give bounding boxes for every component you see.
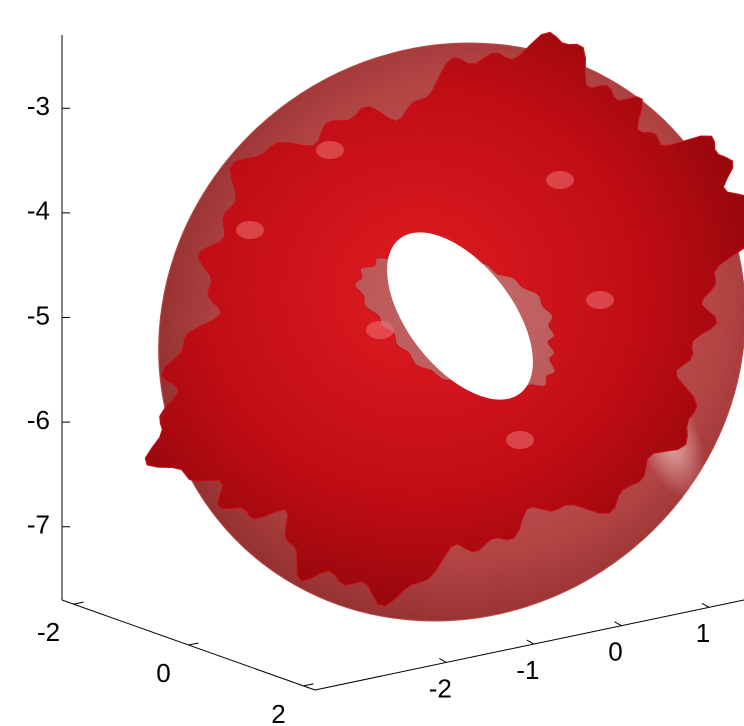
y-tick: [189, 643, 199, 645]
x-tick: [439, 658, 446, 662]
z-tick-label: -4: [27, 196, 50, 226]
y-tick: [304, 684, 314, 686]
surface-highlight: [546, 171, 574, 189]
x-tick: [614, 622, 621, 626]
surface-highlight: [586, 291, 614, 309]
x-tick: [702, 603, 709, 607]
surface-highlight: [316, 141, 344, 159]
z-tick-label: -6: [27, 405, 50, 435]
x-tick-label: 0: [608, 637, 622, 667]
torus-scene: [42, 0, 744, 726]
y-tick-label: -2: [37, 617, 60, 647]
z-tick-label: -5: [27, 300, 50, 330]
y-tick-label: 2: [271, 699, 285, 726]
x-tick-label: -2: [429, 673, 452, 703]
surface-highlight: [366, 321, 394, 339]
z-tick-label: -7: [27, 510, 50, 540]
y-tick: [74, 602, 84, 604]
x-tick: [527, 640, 534, 644]
x-tick-label: -1: [516, 655, 539, 685]
surface-highlight: [506, 431, 534, 449]
y-tick-label: 0: [156, 658, 170, 688]
chart: -3 -4 -5 -6 -7 -2 0 2 -2 -1 0 1: [0, 0, 744, 726]
x-tick-label: 1: [696, 618, 710, 648]
surface-highlight: [236, 221, 264, 239]
z-tick-label: -3: [27, 91, 50, 121]
